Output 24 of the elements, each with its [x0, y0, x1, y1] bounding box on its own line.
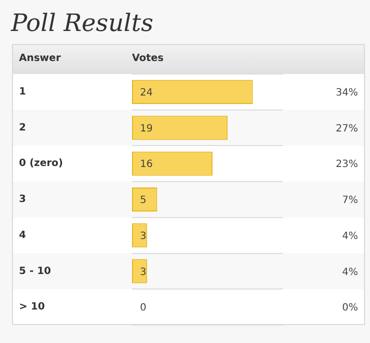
text: 4%: [342, 266, 358, 278]
text: 4%: [342, 230, 358, 242]
y-tick-label: 5 - 10: [19, 266, 52, 277]
y-axis-title: Answer: [19, 53, 61, 64]
y-tick-label: 3: [19, 194, 26, 206]
data-label: 3: [140, 230, 146, 242]
y-tick-label: > 10: [19, 302, 45, 313]
data-label: 24: [140, 88, 153, 99]
text: 23%: [336, 159, 358, 170]
y-tick-label: 2: [19, 122, 26, 134]
text: 0%: [342, 302, 358, 314]
data-label: 5: [140, 195, 146, 206]
data-label: 0: [140, 302, 146, 314]
text: 7%: [342, 195, 358, 206]
x-axis-title: Votes: [132, 53, 164, 64]
data-label: 19: [140, 123, 153, 134]
y-tick-label: 4: [19, 230, 26, 241]
text: 27%: [336, 123, 358, 134]
chart-title: Poll Results: [10, 9, 154, 37]
text: 34%: [336, 88, 358, 99]
y-tick-label: 1: [19, 86, 26, 98]
data-label: 16: [140, 159, 153, 170]
y-tick-label: 0 (zero): [19, 158, 63, 170]
data-label: 3: [140, 266, 146, 278]
